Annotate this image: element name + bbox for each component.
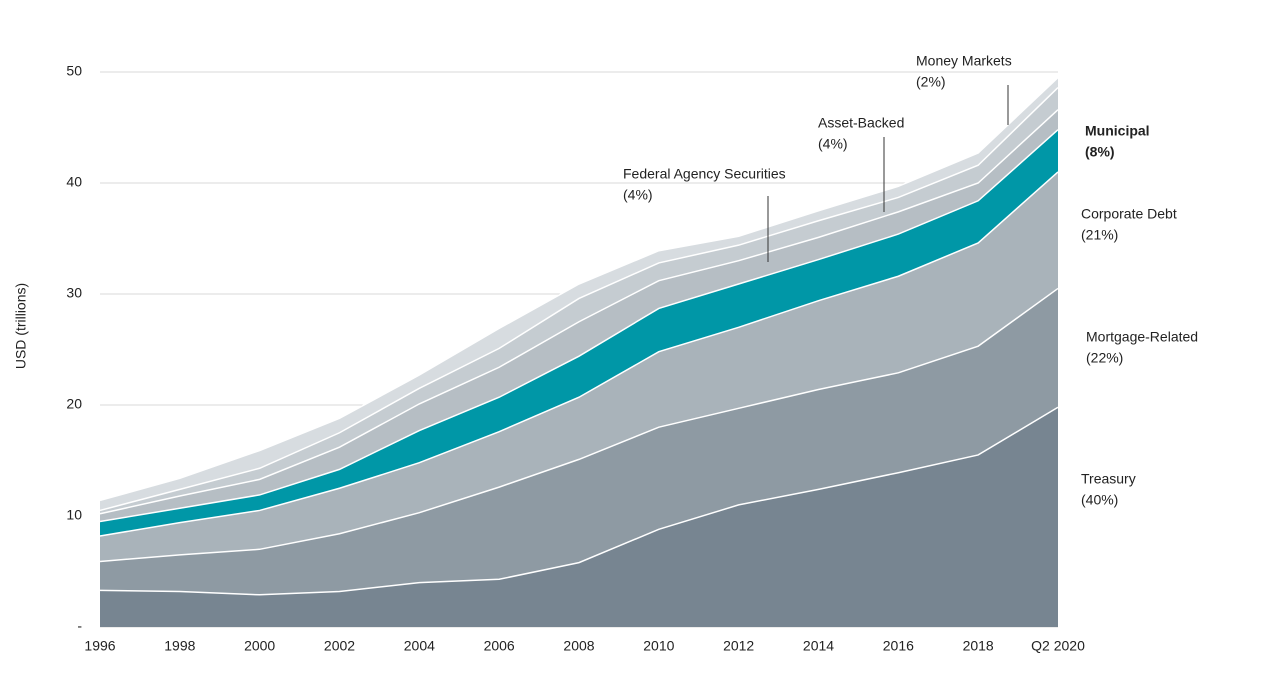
series-label: Corporate Debt (1081, 206, 1177, 222)
y-axis-label: USD (trillions) (13, 283, 29, 369)
area (100, 87, 1058, 514)
x-tick-label: 2010 (643, 638, 674, 654)
series-share: (4%) (623, 187, 653, 203)
area (100, 288, 1058, 595)
x-tick-label: 2012 (723, 638, 754, 654)
series-label: Treasury (1081, 471, 1136, 487)
area-edge (99, 406, 1059, 596)
series-share: (22%) (1086, 350, 1123, 366)
x-tick-label: 2008 (563, 638, 594, 654)
series-share: (2%) (916, 74, 946, 90)
area-edge (99, 287, 1059, 563)
area-edge (99, 109, 1059, 515)
y-tick-label: 10 (66, 507, 82, 523)
series-share: (21%) (1081, 227, 1118, 243)
x-tick-label: 2004 (404, 638, 435, 654)
x-tick-label: 2000 (244, 638, 275, 654)
series-label: Mortgage-Related (1086, 329, 1198, 345)
y-tick-label: - (77, 618, 82, 634)
area-edge (99, 77, 1059, 502)
area (100, 407, 1058, 627)
series-share: (40%) (1081, 492, 1118, 508)
series-label: Asset-Backed (818, 115, 904, 131)
y-tick-label: 40 (66, 174, 82, 190)
series-label: Money Markets (916, 53, 1012, 69)
series-label: Federal Agency Securities (623, 166, 786, 182)
area-edge (99, 129, 1059, 523)
series-share: (4%) (818, 136, 848, 152)
x-tick-label: 1996 (84, 638, 115, 654)
x-tick-label: Q2 2020 (1031, 638, 1085, 654)
x-tick-label: 2016 (883, 638, 914, 654)
series-label: Municipal (1085, 123, 1150, 139)
y-tick-label: 50 (66, 63, 82, 79)
x-tick-label: 2014 (803, 638, 834, 654)
x-tick-label: 2006 (484, 638, 515, 654)
area (100, 171, 1058, 562)
area-edge (99, 171, 1059, 537)
area (100, 77, 1058, 511)
x-tick-label: 2002 (324, 638, 355, 654)
x-tick-label: 1998 (164, 638, 195, 654)
y-tick-label: 30 (66, 285, 82, 301)
series-share: (8%) (1085, 144, 1115, 160)
x-tick-label: 2018 (963, 638, 994, 654)
area-edge (99, 87, 1059, 512)
y-tick-label: 20 (66, 396, 82, 412)
